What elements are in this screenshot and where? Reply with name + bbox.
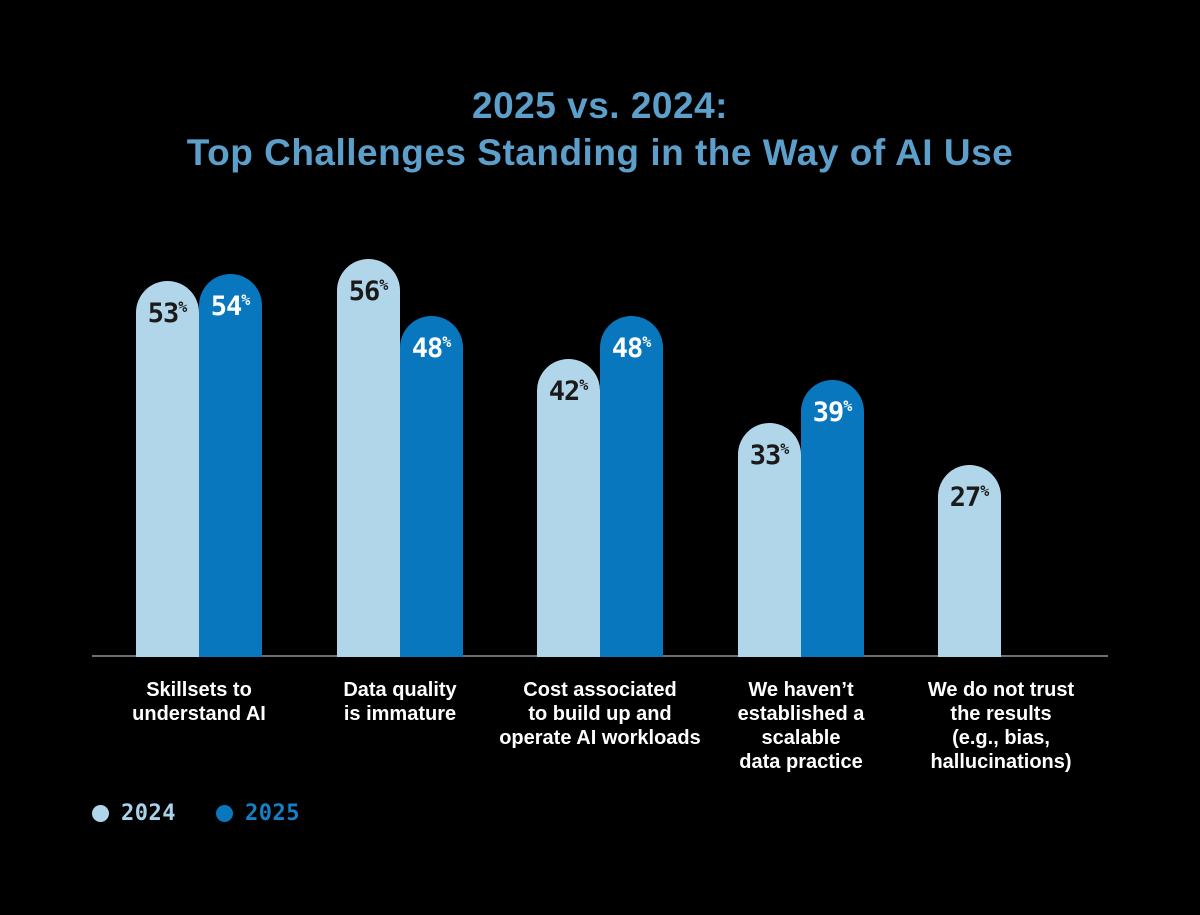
percent-sign: % [780, 439, 790, 458]
bar-value-label: 54% [210, 290, 251, 322]
legend: 2024 2025 [92, 801, 300, 826]
bar-value-label: 56% [348, 276, 389, 308]
category-label-5: We do not trust the results (e.g., bias, ha… [927, 679, 1075, 773]
bar-2024-category-4: 33% [738, 422, 801, 657]
legend-label-2024: 2024 [121, 801, 176, 826]
percent-sign: % [579, 375, 589, 394]
percent-sign: % [843, 397, 853, 416]
bar-value-label: 53% [147, 297, 188, 329]
percent-sign: % [442, 333, 452, 352]
bar-value-label: 48% [411, 333, 452, 365]
chart-title: 2025 vs. 2024: Top Challenges Standing i… [0, 82, 1200, 176]
bar-2025-category-4: 39% [801, 380, 864, 657]
bar-value-label: 39% [812, 397, 853, 429]
bar-2024-category-1: 53% [136, 280, 199, 657]
chart-title-line1: 2025 vs. 2024: [472, 85, 728, 126]
legend-dot-2024 [92, 805, 109, 822]
bar-2024-category-5: 27% [938, 465, 1001, 657]
bar-2024-category-2: 56% [337, 259, 400, 657]
chart-title-line2: Top Challenges Standing in the Way of AI… [186, 132, 1014, 173]
category-label-1: Skillsets to understand AI [132, 679, 266, 725]
bar-2025-category-1: 54% [199, 273, 262, 657]
category-label-4: We haven’t established a scalable data prac… [737, 679, 865, 773]
percent-sign: % [178, 297, 188, 316]
category-label-3: Cost associated to build up and operate AI… [499, 679, 701, 749]
bar-value-label: 42% [548, 375, 589, 407]
bar-2024-category-3: 42% [537, 358, 600, 657]
bar-value-label: 33% [749, 439, 790, 471]
bar-2025-category-2: 48% [400, 316, 463, 657]
bar-value-label: 48% [611, 333, 652, 365]
percent-sign: % [980, 482, 990, 501]
percent-sign: % [642, 333, 652, 352]
legend-item-2025: 2025 [215, 801, 300, 826]
bar-value-label: 27% [949, 482, 990, 514]
legend-label-2025: 2025 [244, 801, 300, 826]
legend-item-2024: 2024 [92, 801, 176, 826]
percent-sign: % [379, 276, 389, 295]
percent-sign: % [241, 290, 251, 309]
legend-dot-2025 [215, 805, 233, 822]
bar-2025-category-3: 48% [600, 316, 663, 657]
category-label-2: Data quality is immature [343, 679, 457, 725]
